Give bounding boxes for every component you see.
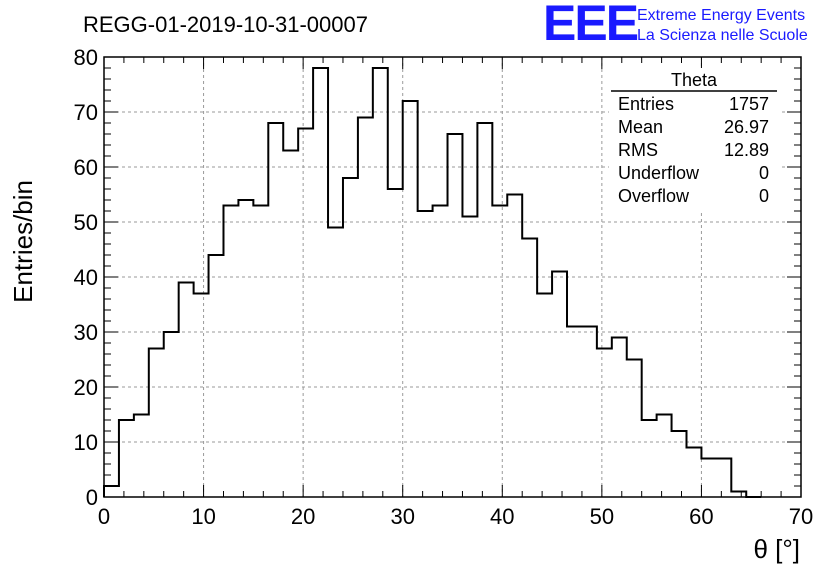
y-tick-label: 20 bbox=[74, 375, 98, 400]
stats-value-overflow: 0 bbox=[759, 186, 769, 206]
stats-label-mean: Mean bbox=[618, 117, 663, 137]
stats-label-rms: RMS bbox=[618, 140, 658, 160]
x-tick-label: 70 bbox=[789, 504, 813, 529]
plot-frame bbox=[103, 56, 802, 498]
x-tick-label: 60 bbox=[689, 504, 713, 529]
stats-box: Theta Entries 1757 Mean 26.97 RMS 12.89 … bbox=[609, 68, 779, 211]
stats-box-title: Theta bbox=[671, 70, 718, 90]
stats-value-underflow: 0 bbox=[759, 163, 769, 183]
x-tick-label: 10 bbox=[191, 504, 215, 529]
y-tick-label: 0 bbox=[86, 485, 98, 510]
y-tick-label: 10 bbox=[74, 430, 98, 455]
stats-value-mean: 26.97 bbox=[724, 117, 769, 137]
stats-label-overflow: Overflow bbox=[618, 186, 690, 206]
y-tick-label: 60 bbox=[74, 155, 98, 180]
eee-logo-mark: EEE bbox=[543, 0, 638, 51]
stats-value-entries: 1757 bbox=[729, 94, 769, 114]
x-tick-labels: 0 10 20 30 40 50 60 70 bbox=[98, 504, 813, 529]
y-tick-label: 40 bbox=[74, 265, 98, 290]
logo-line-1: Extreme Energy Events bbox=[637, 7, 805, 24]
stats-box-background bbox=[609, 68, 779, 211]
x-tick-label: 0 bbox=[98, 504, 110, 529]
y-tick-label: 80 bbox=[74, 45, 98, 70]
x-tick-label: 20 bbox=[291, 504, 315, 529]
grid-lines bbox=[104, 57, 801, 497]
y-tick-label: 30 bbox=[74, 320, 98, 345]
x-tick-label: 40 bbox=[490, 504, 514, 529]
histogram-outline bbox=[103, 67, 762, 498]
stats-label-underflow: Underflow bbox=[618, 163, 700, 183]
y-tick-label: 50 bbox=[74, 210, 98, 235]
x-axis-label: θ [°] bbox=[753, 534, 800, 564]
y-tick-labels: 0 10 20 30 40 50 60 70 80 bbox=[74, 45, 98, 510]
y-tick-label: 70 bbox=[74, 100, 98, 125]
x-tick-label: 30 bbox=[390, 504, 414, 529]
axis-ticks bbox=[103, 56, 802, 498]
x-tick-label: 50 bbox=[590, 504, 614, 529]
stats-value-rms: 12.89 bbox=[724, 140, 769, 160]
logo-line-2: La Scienza nelle Scuole bbox=[637, 27, 808, 44]
chart-title: REGG-01-2019-10-31-00007 bbox=[83, 12, 368, 37]
stats-label-entries: Entries bbox=[618, 94, 674, 114]
eee-logo: EEE Extreme Energy Events La Scienza nel… bbox=[543, 0, 808, 51]
y-axis-label: Entries/bin bbox=[8, 180, 38, 303]
